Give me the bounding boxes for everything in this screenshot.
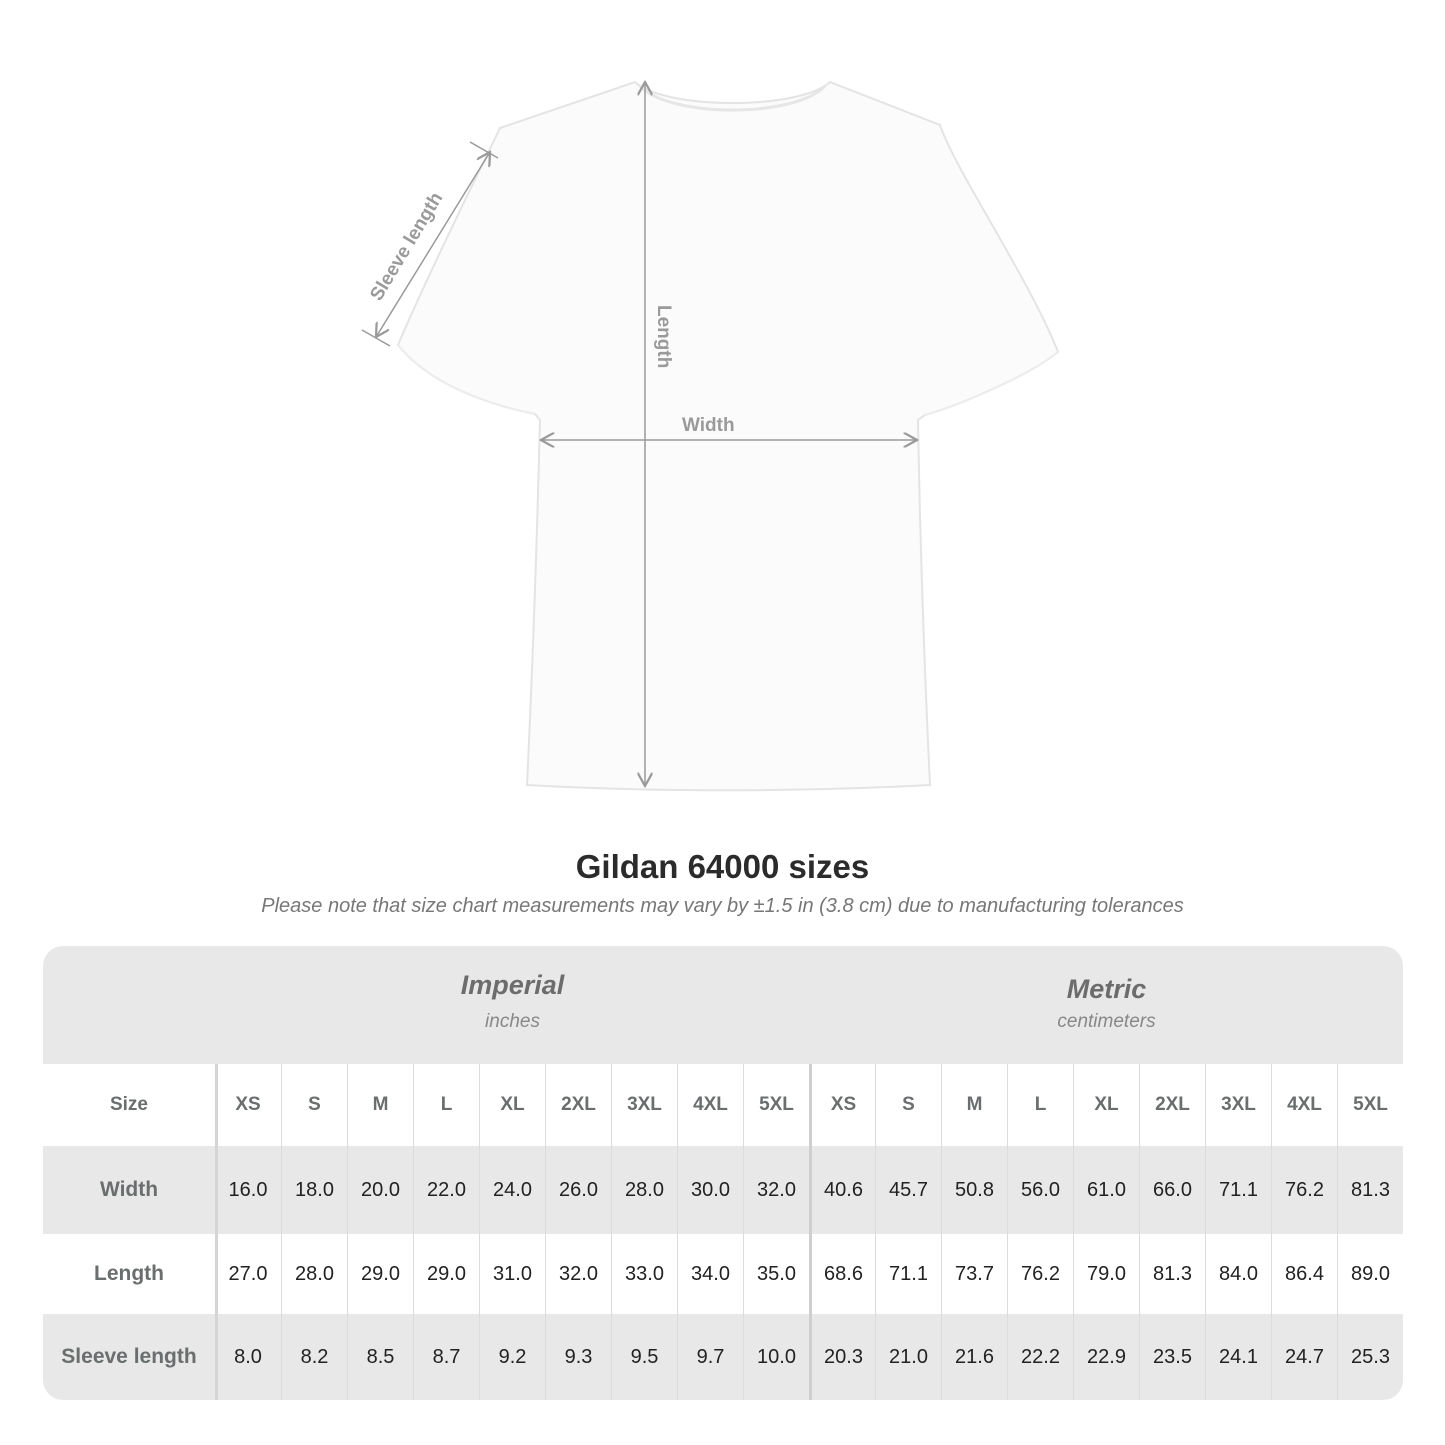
table-row: Length 27.0 28.0 29.0 29.0 31.0 32.0 33.0 34.0 35… <box>43 1234 1403 1314</box>
tolerance-note: Please note that size chart measurements… <box>261 895 1184 917</box>
metric-value-cell: 89.0 <box>1337 1234 1403 1314</box>
imperial-value-cell: 34.0 <box>677 1234 743 1314</box>
imperial-value-cell: 9.2 <box>479 1314 545 1400</box>
metric-value-cell: 71.1 <box>1205 1146 1271 1234</box>
row-label: Width <box>99 1178 159 1201</box>
size-header-cell: 5XL <box>743 1064 809 1146</box>
size-header-cell: M <box>941 1064 1007 1146</box>
size-header-cell: L <box>413 1064 479 1146</box>
metric-title: Metric <box>1066 974 1147 1004</box>
header-band <box>43 946 1403 1064</box>
imperial-unit: inches <box>485 1011 540 1032</box>
size-header-cell: XL <box>1073 1064 1139 1146</box>
page-title: Gildan 64000 sizes <box>575 848 870 885</box>
size-header-cell: 3XL <box>1205 1064 1271 1146</box>
imperial-value-cell: 8.2 <box>281 1314 347 1400</box>
metric-value-cell: 79.0 <box>1073 1234 1139 1314</box>
size-header-cell: XS <box>235 1094 261 1115</box>
size-header-cell: 4XL <box>677 1064 743 1146</box>
metric-value-cell: 86.4 <box>1271 1234 1337 1314</box>
length-label: Length <box>653 305 674 368</box>
metric-value-cell: 22.2 <box>1007 1314 1073 1400</box>
metric-value-cell: 50.8 <box>941 1146 1007 1234</box>
size-header-cell: 2XL <box>1139 1064 1205 1146</box>
imperial-title: Imperial <box>460 970 565 1000</box>
imperial-value-cell: 28.0 <box>611 1146 677 1234</box>
imperial-value-cell: 32.0 <box>545 1234 611 1314</box>
metric-value-cell: 84.0 <box>1205 1234 1271 1314</box>
imperial-value-cell: 9.7 <box>677 1314 743 1400</box>
width-label: Width <box>682 415 735 436</box>
tshirt-shape <box>396 80 1060 792</box>
row-label: Sleeve length <box>61 1345 197 1368</box>
size-header-cell: 2XL <box>545 1064 611 1146</box>
imperial-value-cell: 18.0 <box>281 1146 347 1234</box>
size-header-cell: XS <box>809 1064 875 1146</box>
metric-value-cell: 21.0 <box>875 1314 941 1400</box>
imperial-header: Imperial inches <box>215 946 810 1064</box>
size-header-cell: S <box>281 1064 347 1146</box>
metric-value-cell: 66.0 <box>1139 1146 1205 1234</box>
imperial-value-cell: 9.5 <box>611 1314 677 1400</box>
size-header-cell: XL <box>479 1064 545 1146</box>
row-label: Size <box>109 1094 149 1115</box>
metric-value-cell: 24.1 <box>1205 1314 1271 1400</box>
metric-value-cell: 45.7 <box>875 1146 941 1234</box>
imperial-value-cell: 8.0 <box>234 1345 262 1368</box>
table-row: Width 16.0 18.0 20.0 22.0 24.0 26.0 28.0 30.0 32.… <box>43 1146 1403 1234</box>
size-table: Imperial inches Metric centimeters Size X… <box>43 946 1403 1400</box>
imperial-value-cell: 30.0 <box>677 1146 743 1234</box>
metric-value-cell: 56.0 <box>1007 1146 1073 1234</box>
imperial-value-cell: 8.7 <box>413 1314 479 1400</box>
metric-value-cell: 25.3 <box>1337 1314 1403 1400</box>
imperial-value-cell: 20.0 <box>347 1146 413 1234</box>
metric-value-cell: 61.0 <box>1073 1146 1139 1234</box>
metric-value-cell: 21.6 <box>941 1314 1007 1400</box>
size-header-cell: L <box>1007 1064 1073 1146</box>
tshirt-diagram: Sleeve length Length Width <box>361 0 1060 792</box>
imperial-value-cell: 22.0 <box>413 1146 479 1234</box>
imperial-value-cell: 8.5 <box>347 1314 413 1400</box>
table-row: Sleeve length 8.0 8.2 8.5 8.7 9.2 9.3 9.5 9.7 10.… <box>43 1314 1403 1400</box>
metric-value-cell: 76.2 <box>1271 1146 1337 1234</box>
metric-value-cell: 40.6 <box>809 1146 875 1234</box>
size-header-row: Size XS S M L XL 2XL 3XL 4XL 5XL XS S M L XL 2XL 3XL 4XL 5… <box>43 1064 1403 1146</box>
row-label: Length <box>94 1262 164 1285</box>
collar <box>638 84 827 112</box>
metric-value-cell: 24.7 <box>1271 1314 1337 1400</box>
imperial-value-cell: 10.0 <box>743 1314 809 1400</box>
imperial-value-cell: 28.0 <box>281 1234 347 1314</box>
imperial-value-cell: 29.0 <box>347 1234 413 1314</box>
metric-value-cell: 81.3 <box>1337 1146 1403 1234</box>
metric-value-cell: 68.6 <box>809 1234 875 1314</box>
imperial-value-cell: 27.0 <box>228 1262 268 1285</box>
metric-header: Metric centimeters <box>810 946 1403 1064</box>
size-header-cell: S <box>875 1064 941 1146</box>
size-header-cell: M <box>347 1064 413 1146</box>
metric-value-cell: 81.3 <box>1139 1234 1205 1314</box>
metric-unit: centimeters <box>1057 1011 1156 1032</box>
sleeve-measure-line <box>376 152 490 337</box>
size-header-cell: 4XL <box>1271 1064 1337 1146</box>
imperial-value-cell: 31.0 <box>479 1234 545 1314</box>
imperial-value-cell: 24.0 <box>479 1146 545 1234</box>
metric-value-cell: 73.7 <box>941 1234 1007 1314</box>
size-header-cell: 5XL <box>1337 1064 1403 1146</box>
imperial-value-cell: 33.0 <box>611 1234 677 1314</box>
imperial-value-cell: 35.0 <box>743 1234 809 1314</box>
size-header-cell: 3XL <box>611 1064 677 1146</box>
metric-value-cell: 23.5 <box>1139 1314 1205 1400</box>
metric-value-cell: 71.1 <box>875 1234 941 1314</box>
metric-value-cell: 20.3 <box>809 1314 875 1400</box>
imperial-value-cell: 16.0 <box>228 1178 268 1201</box>
imperial-value-cell: 32.0 <box>743 1146 809 1234</box>
label-column-divider <box>215 1064 218 1400</box>
metric-value-cell: 76.2 <box>1007 1234 1073 1314</box>
metric-value-cell: 22.9 <box>1073 1314 1139 1400</box>
imperial-value-cell: 26.0 <box>545 1146 611 1234</box>
imperial-value-cell: 9.3 <box>545 1314 611 1400</box>
imperial-value-cell: 29.0 <box>413 1234 479 1314</box>
